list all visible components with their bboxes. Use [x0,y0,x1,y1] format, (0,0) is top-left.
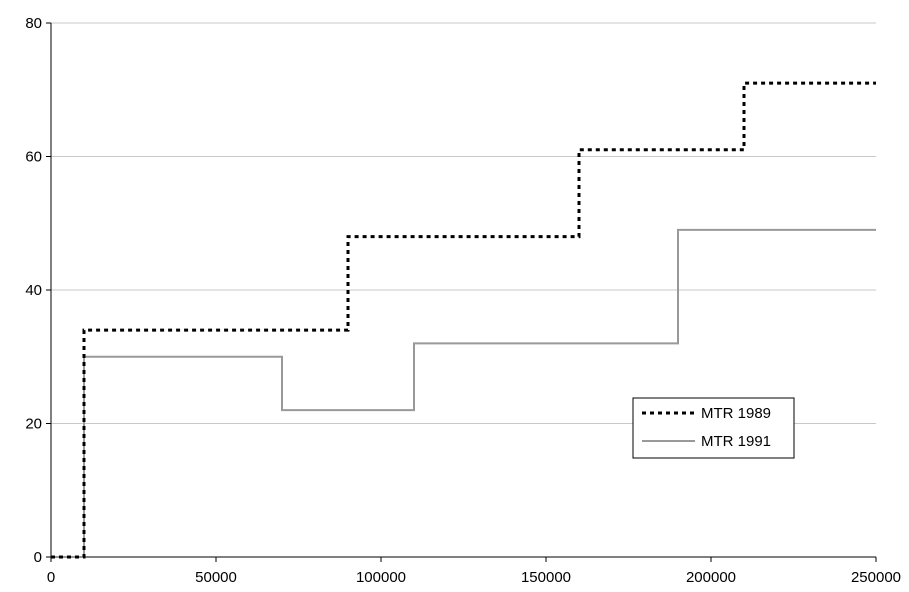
x-tick-label: 0 [47,569,55,586]
legend-label: MTR 1989 [701,405,771,422]
x-tick-label: 50000 [195,569,237,586]
y-tick-label: 40 [25,282,42,299]
y-tick-label: 80 [25,15,42,32]
series-line-1 [51,81,876,559]
y-tick-label: 0 [34,549,42,566]
gridlines [51,22,876,424]
x-tick-label: 250000 [851,569,901,586]
x-tick-labels: 0 50000 100000 150000 200000 250000 [47,569,901,586]
series-line-2 [51,228,876,558]
x-tick-label: 200000 [686,569,736,586]
y-tick-label: 20 [25,416,42,433]
x-tick-label: 150000 [521,569,571,586]
legend-label: MTR 1991 [701,433,771,450]
series-lines [51,81,876,559]
y-tick-labels: 0 20 40 60 80 [25,15,42,566]
x-tick-label: 100000 [356,569,406,586]
y-tick-label: 60 [25,149,42,166]
axes [46,22,877,562]
legend-box [632,397,795,459]
legend: MTR 1989 MTR 1991 [632,397,795,459]
